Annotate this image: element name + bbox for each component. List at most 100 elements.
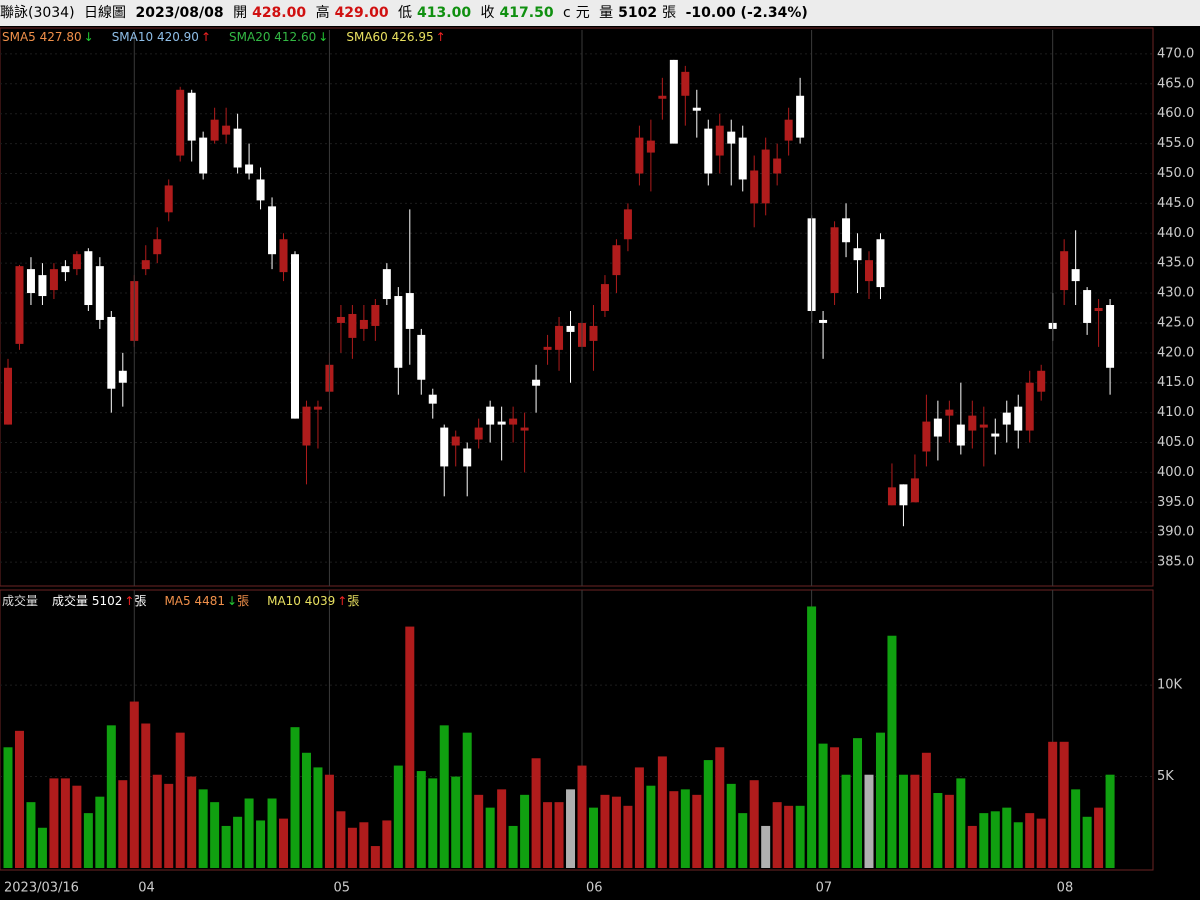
volume-bar [726,783,736,868]
candle-body [256,179,265,201]
y-tick-label: 445.0 [1157,196,1194,211]
y-tick-label: 425.0 [1157,315,1194,330]
volume-bar [715,747,725,868]
volume-bar [807,606,817,868]
candle-body [1060,251,1069,291]
y-tick-label: 400.0 [1157,465,1194,480]
candle-body [107,316,116,389]
volume-bar [336,811,346,868]
candle-body [945,409,954,416]
candle-body [95,266,104,320]
candle-body [84,251,93,306]
volume-bar [1105,774,1115,868]
header: 聯詠(3034) 日線圖 2023/08/08 開 428.00 高 429.00 … [0,0,1200,26]
volume-bar [1059,741,1069,868]
volume-bar [370,846,380,868]
candle-body [371,305,380,326]
volume-bar [1071,789,1081,868]
candle-body [336,316,345,323]
candle-body [348,313,357,338]
candle-body [853,248,862,261]
volume-bar [795,805,805,868]
y-tick-label: 460.0 [1157,106,1194,121]
candle-body [1037,370,1046,392]
volume-bar [784,805,794,868]
candle-body [141,260,150,270]
volume-bar [497,789,507,868]
candle-body [635,137,644,174]
date: 2023/08/08 [135,5,224,21]
value: 413.00 [417,5,472,21]
volume-bar [267,798,277,868]
y-tick-label: 430.0 [1157,286,1194,301]
candle-body [486,406,495,425]
x-tick-label: 08 [1057,881,1074,896]
label: 收 [480,5,495,21]
y-tick-label: 465.0 [1157,76,1194,91]
volume-bar [49,778,59,868]
volume-bar [198,789,208,868]
volume-bar [508,825,518,868]
candle-body [153,239,162,255]
volume-frame [0,589,1154,871]
volume-bar [359,822,369,868]
volume-bar [451,776,461,868]
candle-body [1106,305,1115,368]
price-frame [0,27,1154,587]
candle-body [497,421,506,425]
volume-bar [301,752,311,868]
volume-bar [910,774,920,868]
candle-body [233,128,242,168]
y-tick-label: 435.0 [1157,256,1194,271]
volume-bar [152,774,162,868]
volume-bar [1036,818,1046,868]
legend-arrow: ↑ [124,594,135,608]
x-tick-label: 04 [138,881,155,896]
volume-bar [657,756,667,868]
candle-body [784,119,793,141]
volume-bar [95,796,105,868]
volume-bar [60,778,70,868]
candle-body [681,71,690,96]
volume-bar [772,802,782,868]
volume-bar [738,813,748,868]
value: 428.00 [252,5,307,21]
currency: 元 [575,5,590,21]
volume-bar [83,813,93,868]
candle-body [405,293,414,329]
change: -10.00 (-2.34%) [685,5,808,21]
x-tick-label: 2023/03/16 [4,881,79,896]
volume-bar [233,816,243,868]
volume-bar [279,818,289,868]
candle-body [658,95,667,99]
volume-bar [1013,822,1023,868]
candle-body [210,119,219,141]
volume-bar [956,778,966,868]
legend-unit: 張 [237,594,250,608]
candle-body [428,394,437,404]
legend-arrow: ↓ [83,30,94,44]
volume-bar [3,747,13,868]
volume-bar [106,725,116,868]
candle-body [187,92,196,141]
label: 量 [599,5,614,21]
flag: c [563,5,571,21]
candle-body [1071,269,1080,282]
candle-body [865,260,873,282]
x-tick-label: 06 [586,881,603,896]
volume-bar [898,774,908,868]
volume-bar [26,802,36,868]
candle-body [715,125,724,156]
y-tick-label: 420.0 [1157,345,1194,360]
legend-arrow: ↓ [318,30,329,44]
volume-bar [210,802,220,868]
value: 5102 [618,5,658,21]
legend-unit: 張 [134,594,147,608]
candle-body [589,325,598,341]
volume-bar [393,765,403,868]
candle-body [887,487,896,506]
value: 429.00 [334,5,389,21]
candle-body [555,325,564,350]
